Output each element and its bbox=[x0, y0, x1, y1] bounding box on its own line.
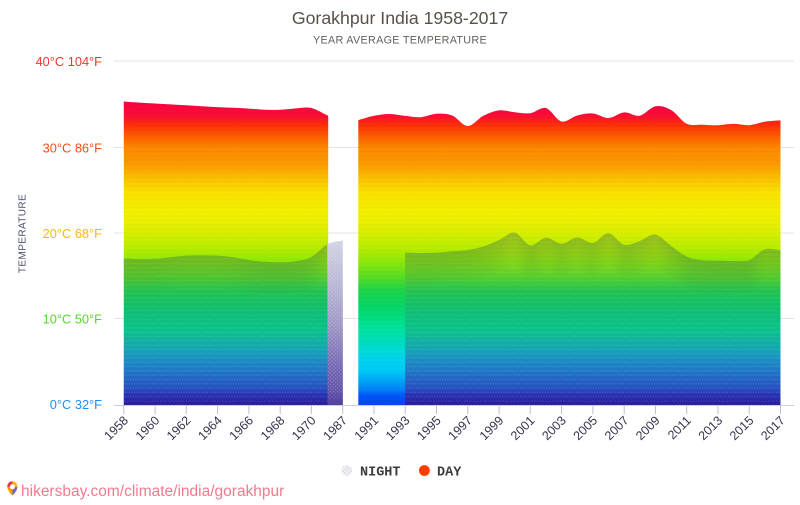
svg-text:30°C 86°F: 30°C 86°F bbox=[43, 141, 102, 156]
svg-text:Gorakhpur India 1958-2017: Gorakhpur India 1958-2017 bbox=[292, 8, 508, 28]
svg-text:0°C 32°F: 0°C 32°F bbox=[50, 397, 102, 412]
svg-text:NIGHT: NIGHT bbox=[360, 466, 401, 481]
svg-text:TEMPERATURE: TEMPERATURE bbox=[18, 194, 29, 273]
svg-text:DAY: DAY bbox=[437, 466, 462, 481]
svg-text:10°C 50°F: 10°C 50°F bbox=[43, 312, 102, 327]
svg-text:20°C 68°F: 20°C 68°F bbox=[43, 226, 102, 241]
svg-text:YEAR AVERAGE TEMPERATURE: YEAR AVERAGE TEMPERATURE bbox=[313, 35, 487, 47]
svg-text:40°C 104°F: 40°C 104°F bbox=[36, 54, 103, 69]
svg-text:hikersbay.com/climate/india/go: hikersbay.com/climate/india/gorakhpur bbox=[21, 483, 284, 500]
